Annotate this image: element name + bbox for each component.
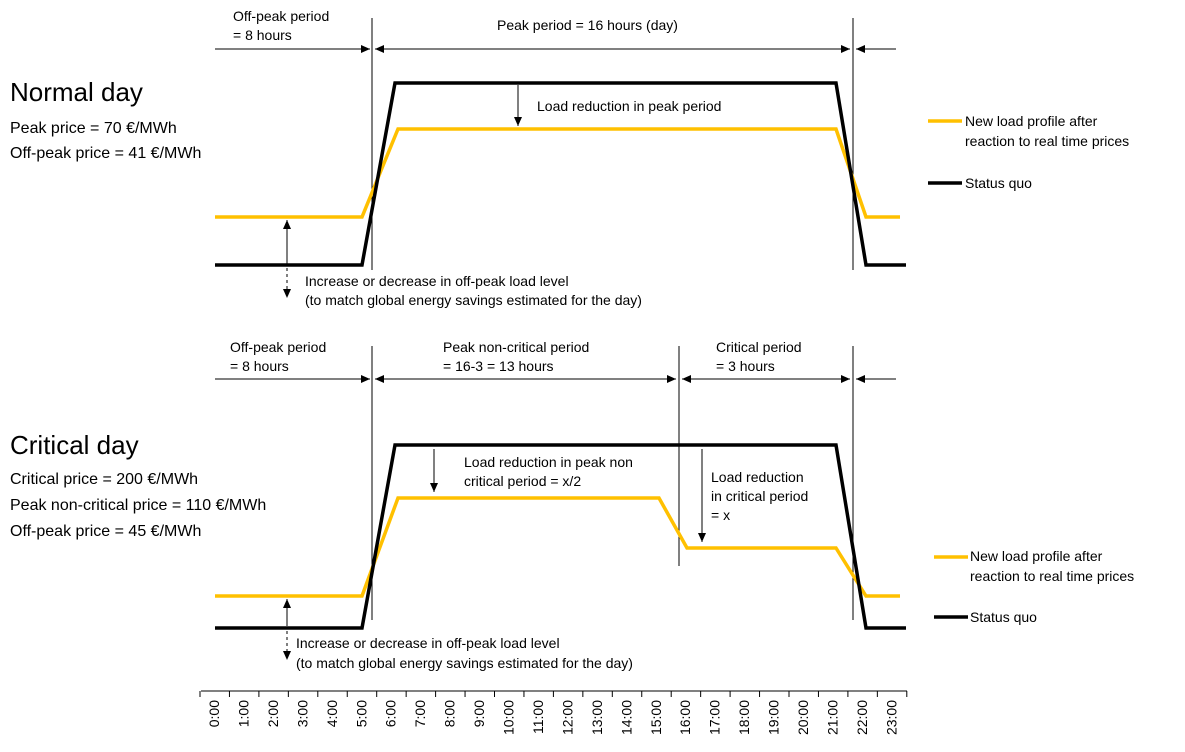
normal-offpeak-label: Off-peak period <box>233 8 329 24</box>
critical-period-label: Critical period <box>716 339 802 355</box>
critical-noncritical-reduction-label-2: critical period = x/2 <box>464 473 581 489</box>
time-axis-label: 5:00 <box>353 700 369 727</box>
normal-legend-new-label-2: reaction to real time prices <box>965 133 1129 149</box>
normal-day-title: Normal day <box>10 77 143 107</box>
time-axis-label: 8:00 <box>442 700 458 727</box>
critical-period-label-2: = 3 hours <box>716 358 775 374</box>
normal-offpeak-price: Off-peak price = 41 €/MWh <box>10 145 201 162</box>
critical-price: Critical price = 200 €/MWh <box>10 471 198 488</box>
normal-offpeak-label-2: = 8 hours <box>233 27 292 43</box>
critical-legend-status-label: Status quo <box>970 609 1037 625</box>
time-axis-label: 18:00 <box>736 700 752 735</box>
time-axis-label: 22:00 <box>854 700 870 735</box>
critical-noncritical-price: Peak non-critical price = 110 €/MWh <box>10 497 266 514</box>
time-axis-label: 23:00 <box>883 700 899 735</box>
time-axis-label: 2:00 <box>265 700 281 727</box>
time-axis-label: 11:00 <box>530 700 546 734</box>
critical-critical-reduction-label: Load reduction <box>711 469 804 485</box>
time-axis-label: 20:00 <box>795 700 811 735</box>
time-axis-label: 7:00 <box>412 700 428 727</box>
time-axis-label: 12:00 <box>559 700 575 735</box>
time-axis-label: 9:00 <box>471 700 487 727</box>
time-axis-label: 14:00 <box>618 700 634 735</box>
critical-critical-reduction-label-2: in critical period <box>711 488 808 504</box>
critical-critical-reduction-label-3: = x <box>711 507 730 523</box>
time-axis-label: 15:00 <box>648 700 664 735</box>
critical-change-label: Increase or decrease in off-peak load le… <box>296 635 560 651</box>
time-axis-label: 16:00 <box>677 700 693 735</box>
normal-legend-status-label: Status quo <box>965 175 1032 191</box>
time-axis: 0:00 1:00 2:00 3:00 4:00 5:00 6:00 7:00 8:00 9:00… <box>199 690 908 735</box>
critical-noncritical-label-2: = 16-3 = 13 hours <box>443 358 554 374</box>
normal-status-quo-line <box>215 81 906 267</box>
critical-legend-new-label: New load profile after <box>970 548 1103 564</box>
critical-day-title: Critical day <box>10 430 139 460</box>
normal-peak-label: Peak period = 16 hours (day) <box>497 17 678 33</box>
normal-peak-price: Peak price = 70 €/MWh <box>10 120 177 137</box>
critical-legend-new-label-2: reaction to real time prices <box>970 568 1134 584</box>
critical-change-label-2: (to match global energy savings estimate… <box>296 655 633 671</box>
critical-offpeak-label: Off-peak period <box>230 339 326 355</box>
normal-legend-new-label: New load profile after <box>965 113 1098 129</box>
normal-new-profile-line <box>215 127 900 219</box>
normal-day-panel: Normal day Peak price = 70 €/MWh Off-pea… <box>10 8 1129 308</box>
time-axis-label: 1:00 <box>235 700 251 727</box>
time-axis-label: 21:00 <box>824 700 840 735</box>
normal-change-label: Increase or decrease in off-peak load le… <box>305 273 569 289</box>
critical-noncritical-label: Peak non-critical period <box>443 339 589 355</box>
normal-change-label-2: (to match global energy savings estimate… <box>305 292 642 308</box>
critical-offpeak-price: Off-peak price = 45 €/MWh <box>10 523 201 540</box>
time-axis-label: 10:00 <box>501 700 517 735</box>
critical-status-quo-line <box>215 443 906 630</box>
time-axis-label: 0:00 <box>206 700 222 727</box>
critical-noncritical-reduction-label: Load reduction in peak non <box>464 454 633 470</box>
critical-new-profile-line <box>215 496 900 598</box>
time-axis-label: 17:00 <box>707 700 723 735</box>
time-axis-label: 3:00 <box>294 700 310 727</box>
time-axis-label: 19:00 <box>766 700 782 735</box>
critical-offpeak-label-2: = 8 hours <box>230 358 289 374</box>
time-axis-label: 4:00 <box>324 700 340 727</box>
time-axis-label: 13:00 <box>589 700 605 735</box>
critical-day-panel: Critical day Critical price = 200 €/MWh … <box>10 339 1134 671</box>
time-axis-label: 6:00 <box>383 700 399 727</box>
normal-reduction-label: Load reduction in peak period <box>537 98 721 114</box>
